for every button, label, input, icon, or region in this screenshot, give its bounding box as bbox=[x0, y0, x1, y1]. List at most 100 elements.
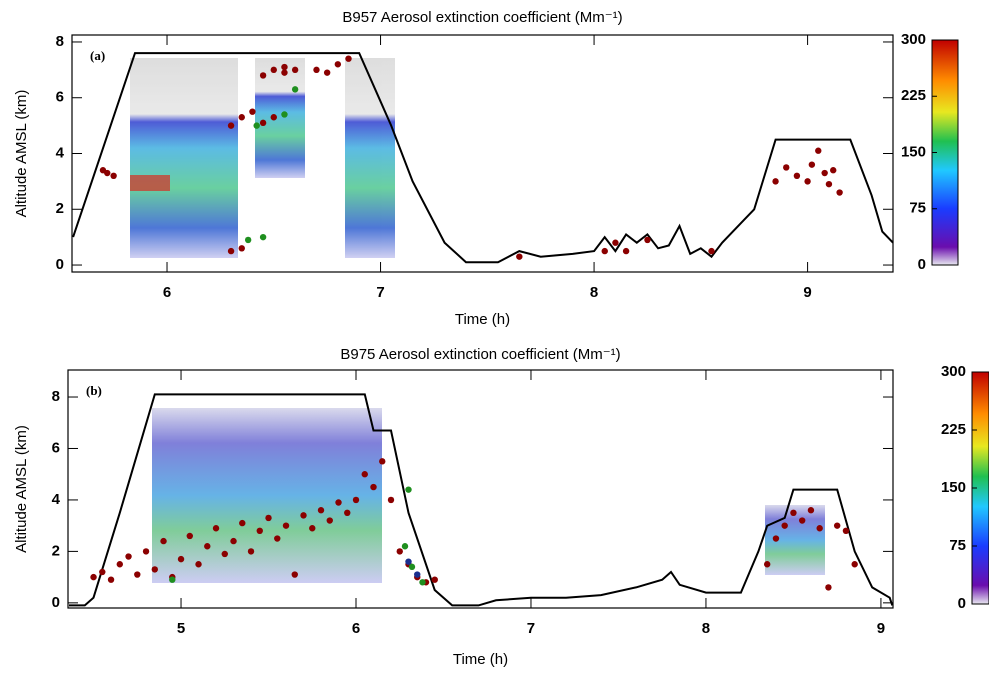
in-situ-point bbox=[405, 558, 412, 565]
in-situ-point bbox=[125, 553, 132, 560]
in-situ-point bbox=[99, 568, 106, 576]
colorbar-tick-label: 0 bbox=[918, 256, 926, 273]
in-situ-point bbox=[107, 576, 115, 583]
in-situ-point bbox=[247, 548, 255, 555]
in-situ-point bbox=[842, 527, 850, 535]
in-situ-point bbox=[361, 471, 368, 478]
in-situ-point bbox=[601, 247, 608, 255]
in-situ-point bbox=[396, 548, 403, 555]
in-situ-point bbox=[344, 509, 351, 516]
in-situ-point bbox=[291, 571, 298, 578]
colorbar-tick-label: 75 bbox=[949, 537, 966, 554]
in-situ-point bbox=[431, 576, 438, 583]
in-situ-point bbox=[151, 566, 158, 573]
flight-track bbox=[72, 52, 894, 264]
in-situ-point bbox=[772, 535, 780, 542]
in-situ-point bbox=[798, 517, 806, 524]
in-situ-point bbox=[830, 167, 837, 174]
in-situ-point bbox=[317, 507, 325, 514]
in-situ-point bbox=[825, 584, 832, 591]
in-situ-point bbox=[291, 86, 299, 93]
in-situ-point bbox=[134, 571, 141, 578]
in-situ-point bbox=[516, 253, 523, 260]
in-situ-point bbox=[204, 543, 211, 550]
in-situ-point bbox=[259, 233, 267, 241]
in-situ-point bbox=[90, 573, 97, 581]
in-situ-point bbox=[644, 236, 651, 244]
in-situ-point bbox=[405, 486, 412, 493]
panel-label: (b) bbox=[86, 383, 102, 398]
chart-title: B957 Aerosol extinction coefficient (Mm⁻… bbox=[342, 9, 622, 26]
in-situ-point bbox=[833, 522, 841, 529]
y-tick-label: 8 bbox=[56, 33, 64, 50]
in-situ-point bbox=[815, 147, 822, 154]
in-situ-point bbox=[300, 512, 307, 519]
in-situ-point bbox=[160, 537, 167, 545]
in-situ-point bbox=[309, 525, 316, 532]
in-situ-point bbox=[334, 61, 342, 68]
chart-title: B975 Aerosol extinction coefficient (Mm⁻… bbox=[340, 346, 620, 363]
x-axis-label: Time (h) bbox=[453, 651, 508, 668]
in-situ-point bbox=[281, 69, 288, 76]
in-situ-point bbox=[195, 561, 202, 568]
in-situ-point bbox=[408, 563, 416, 571]
in-situ-point bbox=[169, 576, 176, 583]
in-situ-point bbox=[708, 247, 715, 255]
x-tick-label: 8 bbox=[590, 284, 598, 301]
in-situ-point bbox=[221, 550, 228, 558]
in-situ-point bbox=[142, 548, 150, 555]
in-situ-point bbox=[281, 111, 288, 118]
colorbar-tick-label: 225 bbox=[941, 421, 966, 438]
in-situ-point bbox=[259, 72, 267, 79]
x-tick-label: 8 bbox=[702, 620, 710, 637]
in-situ-point bbox=[825, 180, 833, 188]
curtain-a bbox=[130, 58, 395, 258]
in-situ-point bbox=[379, 458, 386, 465]
in-situ-point bbox=[281, 63, 288, 71]
in-situ-point bbox=[804, 178, 811, 185]
colorbar-tick-label: 300 bbox=[941, 363, 966, 380]
in-situ-point bbox=[270, 114, 277, 121]
in-situ-point bbox=[177, 555, 185, 563]
y-tick-label: 6 bbox=[52, 439, 60, 456]
in-situ-point bbox=[323, 69, 331, 76]
in-situ-point bbox=[249, 108, 256, 115]
in-situ-point bbox=[622, 247, 630, 255]
in-situ-point bbox=[227, 122, 235, 129]
in-situ-point bbox=[352, 496, 360, 504]
in-situ-point bbox=[244, 236, 252, 244]
in-situ-point bbox=[345, 55, 352, 62]
colorbar-tick-label: 150 bbox=[941, 479, 966, 496]
in-situ-point bbox=[227, 247, 235, 255]
in-situ-point bbox=[387, 496, 395, 504]
x-tick-label: 6 bbox=[352, 620, 360, 637]
in-situ-point bbox=[313, 66, 320, 74]
in-situ-point bbox=[238, 245, 245, 252]
in-situ-point bbox=[104, 169, 111, 177]
x-tick-label: 9 bbox=[803, 284, 811, 301]
y-tick-label: 4 bbox=[52, 491, 61, 508]
x-axis-label: Time (h) bbox=[455, 311, 510, 328]
in-situ-point bbox=[793, 172, 801, 180]
in-situ-point bbox=[763, 561, 771, 568]
in-situ-point bbox=[326, 517, 333, 524]
colorbar-tick-label: 300 bbox=[901, 31, 926, 48]
y-tick-label: 2 bbox=[52, 542, 60, 559]
in-situ-point bbox=[807, 507, 815, 514]
in-situ-point bbox=[612, 239, 619, 246]
in-situ-point bbox=[212, 525, 220, 532]
in-situ-point bbox=[265, 514, 272, 522]
in-situ-point bbox=[816, 525, 823, 532]
flight-track bbox=[69, 393, 894, 607]
colorbar-tick-label: 75 bbox=[909, 200, 926, 217]
in-situ-point bbox=[401, 543, 409, 550]
x-tick-label: 6 bbox=[163, 284, 171, 301]
x-tick-label: 7 bbox=[527, 620, 535, 637]
plot-frame bbox=[71, 34, 894, 273]
in-situ-point bbox=[274, 535, 281, 542]
in-situ-point bbox=[270, 66, 277, 74]
in-situ-point bbox=[291, 66, 299, 74]
plot-frame bbox=[67, 369, 894, 609]
x-tick-label: 7 bbox=[376, 284, 384, 301]
